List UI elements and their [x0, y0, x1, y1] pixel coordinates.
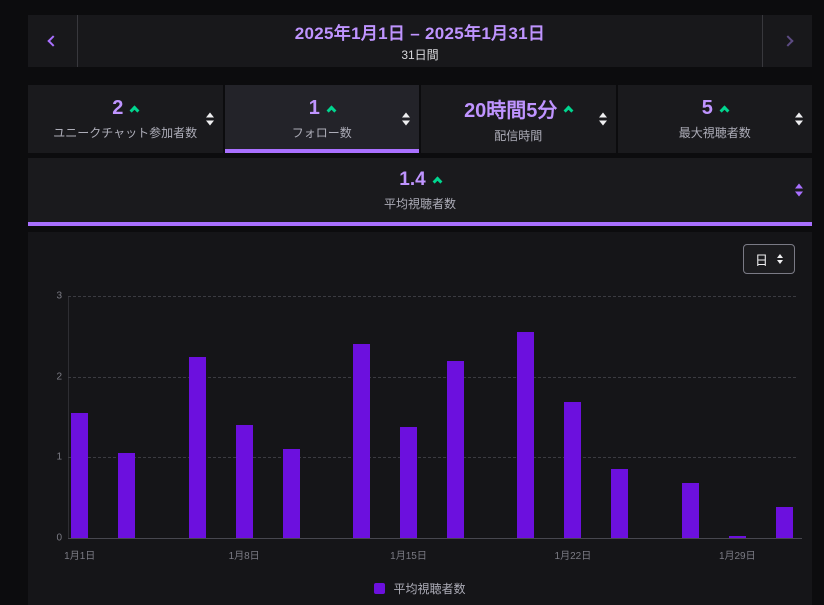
caret-down-icon	[205, 120, 214, 126]
metric-stepper[interactable]	[795, 183, 803, 197]
y-axis-tick-label: 2	[56, 371, 62, 383]
bar-1月29日	[728, 535, 746, 538]
bar-1月20日	[517, 332, 535, 538]
interval-select[interactable]: 日	[742, 244, 795, 274]
stat-label: 配信時間	[494, 129, 543, 143]
stat-card-follows[interactable]: 1 フォロー数	[224, 85, 419, 153]
bar-1月10日	[282, 449, 300, 538]
gridline-y-1	[68, 457, 796, 459]
chevron-right-icon	[781, 35, 794, 47]
next-period-button[interactable]	[763, 15, 812, 67]
stat-label: フォロー数	[291, 126, 352, 140]
caret-up-icon	[598, 112, 607, 118]
bar-1月31日	[775, 507, 793, 538]
stat-value: 2	[112, 97, 124, 119]
stat-card-stream-time[interactable]: 20時間5分 配信時間	[421, 85, 616, 153]
stat-label: 最大視聴者数	[678, 126, 751, 140]
chart-legend: 平均視聴者数	[28, 580, 812, 597]
trend-up-icon	[326, 105, 337, 116]
trend-up-icon	[129, 105, 140, 116]
stat-card-average-viewers[interactable]: 1.4 平均視聴者数	[28, 158, 812, 226]
metric-stepper[interactable]	[598, 112, 607, 126]
caret-up-icon	[205, 112, 214, 118]
metric-stepper[interactable]	[402, 112, 410, 126]
bar-1月27日	[681, 483, 699, 538]
caret-down-icon	[795, 191, 803, 197]
duration-text: 31日間	[401, 48, 439, 62]
stat-value: 1.4	[399, 168, 426, 190]
x-axis-tick-label: 1月22日	[554, 551, 592, 562]
bar-1月22日	[564, 402, 582, 538]
date-range-display: 2025年1月1日 – 2025年1月31日 31日間	[77, 15, 763, 67]
x-axis-tick-label: 1月15日	[390, 551, 427, 562]
date-range-text: 2025年1月1日 – 2025年1月31日	[294, 24, 546, 43]
stat-label: 平均視聴者数	[383, 196, 456, 211]
prev-period-button[interactable]	[28, 15, 77, 67]
metric-stepper[interactable]	[205, 112, 214, 126]
y-axis-tick-label: 3	[56, 290, 62, 302]
trend-up-icon	[432, 176, 443, 187]
bar-1月1日	[71, 412, 89, 538]
stat-value: 5	[701, 97, 713, 119]
caret-down-icon	[795, 120, 803, 126]
interval-selected-value: 日	[754, 252, 768, 268]
stat-card-max-viewers[interactable]: 5 最大視聴者数	[617, 85, 812, 153]
caret-down-icon	[402, 120, 410, 126]
caret-down-icon	[598, 120, 607, 126]
date-range-bar: 2025年1月1日 – 2025年1月31日 31日間	[28, 15, 812, 67]
bar-1月8日	[235, 425, 253, 538]
y-axis-tick-label: 0	[56, 532, 62, 544]
bar-1月24日	[611, 469, 629, 538]
metric-stepper[interactable]	[795, 112, 803, 126]
x-axis-tick-label: 1月8日	[228, 551, 260, 562]
legend-swatch	[374, 583, 386, 594]
bar-1月15日	[400, 426, 418, 538]
bar-1月6日	[188, 356, 206, 538]
bar-1月3日	[118, 453, 136, 538]
stats-row: 2 ユニークチャット参加者数 1 フォロー数 20時間5分 配信時間	[28, 85, 812, 153]
y-axis-tick-label: 1	[56, 451, 62, 463]
x-axis-tick-label: 1月1日	[64, 551, 96, 562]
caret-up-icon	[795, 183, 803, 189]
stat-card-unique-chatters[interactable]: 2 ユニークチャット参加者数	[28, 85, 223, 153]
gridline-y-3	[68, 296, 796, 297]
legend-label: 平均視聴者数	[393, 582, 466, 596]
x-axis-line	[68, 538, 802, 539]
caret-up-icon	[795, 112, 803, 118]
trend-up-icon	[563, 105, 574, 116]
stat-label: ユニークチャット参加者数	[53, 126, 198, 140]
gridline-y-2	[68, 376, 796, 378]
trend-up-icon	[719, 105, 730, 116]
x-axis-tick-label: 1月29日	[718, 551, 756, 562]
select-chevrons-icon	[777, 254, 783, 264]
caret-up-icon	[402, 112, 410, 118]
bar-1月17日	[446, 360, 464, 538]
chevron-left-icon	[46, 35, 59, 47]
bar-1月13日	[353, 344, 371, 538]
bar-chart-plot-area: 0 1 2 3 1月1日 1月8日 1月15日 1月22日 1月29日	[56, 291, 802, 562]
chart-panel: 日 0 1 2 3 1月1日 1月8日 1月15日 1月22日 1月29日 平均視聴者数	[28, 232, 812, 605]
stat-value: 1	[308, 97, 320, 119]
stat-value: 20時間5分	[464, 100, 558, 122]
